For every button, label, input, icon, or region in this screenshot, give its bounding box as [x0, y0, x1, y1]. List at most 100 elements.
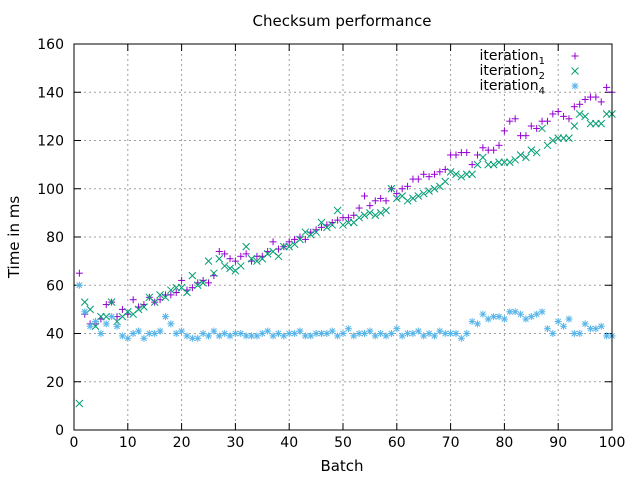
- data-point: [221, 250, 229, 258]
- data-point: [522, 153, 530, 162]
- data-point: [317, 330, 325, 337]
- data-point: [263, 250, 272, 258]
- data-point: [339, 221, 347, 229]
- data-point: [511, 308, 519, 316]
- data-point: [97, 330, 105, 337]
- data-point: [371, 211, 380, 220]
- x-tick-label: 50: [334, 435, 352, 451]
- data-point: [603, 83, 611, 91]
- data-point: [291, 235, 299, 243]
- data-point: [441, 177, 450, 186]
- data-point: [334, 332, 342, 340]
- data-point: [500, 158, 509, 167]
- data-point: [565, 315, 573, 323]
- data-point: [468, 317, 476, 325]
- data-point: [436, 327, 444, 335]
- data-point: [366, 327, 374, 335]
- data-point: [403, 196, 412, 205]
- data-point: [495, 313, 503, 321]
- data-point: [124, 334, 132, 342]
- data-point: [576, 330, 584, 337]
- data-point: [285, 242, 294, 251]
- data-point: [334, 216, 342, 224]
- data-point: [274, 252, 283, 261]
- data-point: [527, 146, 536, 155]
- data-point: [113, 322, 121, 330]
- data-point: [382, 197, 390, 205]
- x-tick-label: 20: [173, 435, 191, 451]
- data-point: [446, 168, 455, 176]
- data-point: [484, 315, 492, 323]
- data-point: [102, 312, 111, 321]
- data-point: [425, 330, 433, 337]
- data-point: [387, 330, 395, 337]
- data-point: [452, 170, 460, 179]
- data-point: [548, 136, 557, 145]
- data-point: [258, 330, 266, 337]
- data-point: [247, 254, 256, 263]
- data-point: [237, 330, 245, 337]
- data-point: [274, 330, 282, 337]
- data-point: [575, 110, 584, 118]
- data-point: [178, 276, 186, 284]
- data-point: [323, 223, 331, 232]
- y-tick-label: 40: [46, 327, 64, 343]
- data-point: [231, 257, 239, 265]
- data-point: [151, 330, 159, 337]
- data-point: [307, 332, 315, 340]
- data-point: [237, 252, 245, 260]
- data-point: [484, 160, 493, 169]
- plot-border: [73, 43, 613, 431]
- data-point: [194, 334, 202, 342]
- data-point: [172, 330, 180, 337]
- data-point: [188, 271, 197, 280]
- data-point: [102, 320, 110, 328]
- chart-title: Checksum performance: [253, 12, 432, 30]
- data-point: [366, 209, 374, 217]
- x-tick-labels: 0 10 20 30 40 50 60 70 80 90 100: [70, 435, 626, 451]
- data-point: [382, 332, 390, 340]
- data-point: [178, 327, 186, 335]
- data-point: [457, 334, 465, 342]
- data-point: [220, 262, 229, 270]
- data-point: [210, 327, 218, 335]
- y-tick-label: 160: [37, 37, 64, 53]
- legend-entry: iteration2: [479, 63, 579, 82]
- data-point: [554, 134, 563, 142]
- data-point: [81, 308, 89, 316]
- data-point: [468, 161, 476, 169]
- data-point: [301, 235, 309, 243]
- data-point: [581, 320, 589, 328]
- data-point: [312, 228, 320, 237]
- data-point: [269, 238, 277, 246]
- data-point: [404, 182, 412, 190]
- data-point: [361, 192, 369, 200]
- data-point: [506, 308, 514, 316]
- data-point: [489, 160, 498, 169]
- data-point: [161, 313, 169, 321]
- data-point: [215, 247, 223, 255]
- x-tick-label: 30: [226, 435, 244, 451]
- legend-marker: [571, 82, 579, 90]
- data-point: [156, 327, 164, 335]
- y-tick-labels: 0 20 40 60 80 100 120 140 160: [37, 37, 64, 439]
- data-point: [479, 144, 487, 152]
- data-point: [129, 296, 137, 304]
- data-point: [597, 322, 605, 330]
- data-point: [134, 305, 143, 314]
- data-point: [522, 315, 530, 323]
- grid: [74, 44, 612, 430]
- y-tick-label: 120: [37, 134, 64, 150]
- data-point: [371, 332, 379, 340]
- data-point: [199, 278, 207, 287]
- data-point: [543, 325, 551, 333]
- data-point: [167, 320, 175, 328]
- data-point: [328, 327, 336, 335]
- x-tick-label: 80: [495, 435, 513, 451]
- data-point: [291, 330, 299, 337]
- data-point: [253, 257, 261, 265]
- data-point: [398, 185, 406, 193]
- data-point: [140, 303, 148, 311]
- y-tick-label: 100: [37, 182, 64, 198]
- data-point: [447, 330, 455, 337]
